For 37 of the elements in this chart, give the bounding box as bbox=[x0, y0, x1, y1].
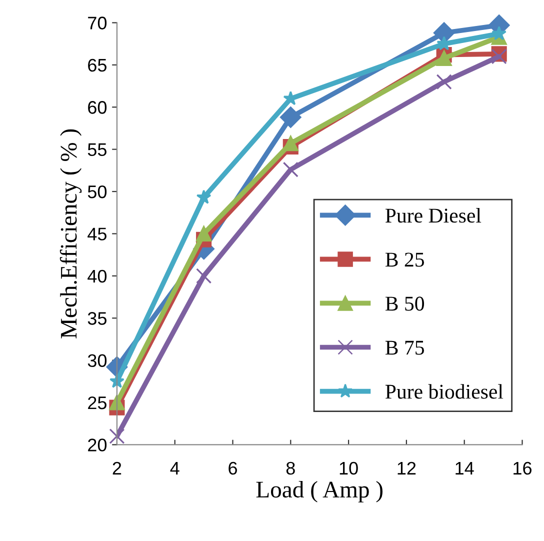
x-tick-label: 14 bbox=[456, 462, 474, 474]
y-tick-label: 65 bbox=[88, 58, 106, 72]
y-tick-label: 50 bbox=[88, 185, 107, 198]
y-tick-label: 35 bbox=[88, 312, 106, 325]
legend-label: B 50 bbox=[385, 296, 424, 311]
point bbox=[109, 428, 125, 444]
y-tick-label: 30 bbox=[88, 354, 107, 368]
point bbox=[282, 162, 298, 178]
y-axis-title: Mech.Efficiency ( % ) bbox=[60, 129, 82, 338]
point bbox=[196, 226, 212, 242]
point bbox=[280, 106, 302, 128]
point bbox=[436, 74, 452, 90]
y-tick-label: 70 bbox=[88, 16, 107, 30]
y-tick-label: 60 bbox=[88, 101, 107, 114]
x-tick-label: 10 bbox=[340, 462, 358, 475]
point bbox=[196, 190, 212, 204]
x-tick-label: 6 bbox=[228, 462, 237, 475]
x-tick-label: 2 bbox=[112, 462, 122, 474]
point bbox=[109, 394, 125, 410]
x-tick-label: 12 bbox=[398, 462, 416, 474]
point bbox=[492, 26, 507, 40]
legend-label: Pure Diesel bbox=[385, 208, 482, 223]
x-tick-label: 16 bbox=[514, 462, 532, 475]
x-tick-label: 8 bbox=[286, 462, 295, 475]
y-tick-label: 25 bbox=[88, 396, 106, 410]
y-tick-label: 45 bbox=[88, 228, 106, 240]
point bbox=[282, 136, 298, 152]
legend-label: B 75 bbox=[385, 340, 424, 355]
x-tick-label: 4 bbox=[170, 462, 180, 474]
y-tick-label: 40 bbox=[88, 270, 107, 283]
y-tick-label: 20 bbox=[88, 438, 107, 452]
point bbox=[196, 268, 212, 284]
y-tick-label: 55 bbox=[88, 143, 106, 156]
point bbox=[436, 50, 452, 66]
legend-label: Pure biodiesel bbox=[385, 384, 504, 399]
legend-label: B 25 bbox=[385, 252, 424, 267]
x-axis-title: Load ( Amp ) bbox=[256, 480, 382, 502]
